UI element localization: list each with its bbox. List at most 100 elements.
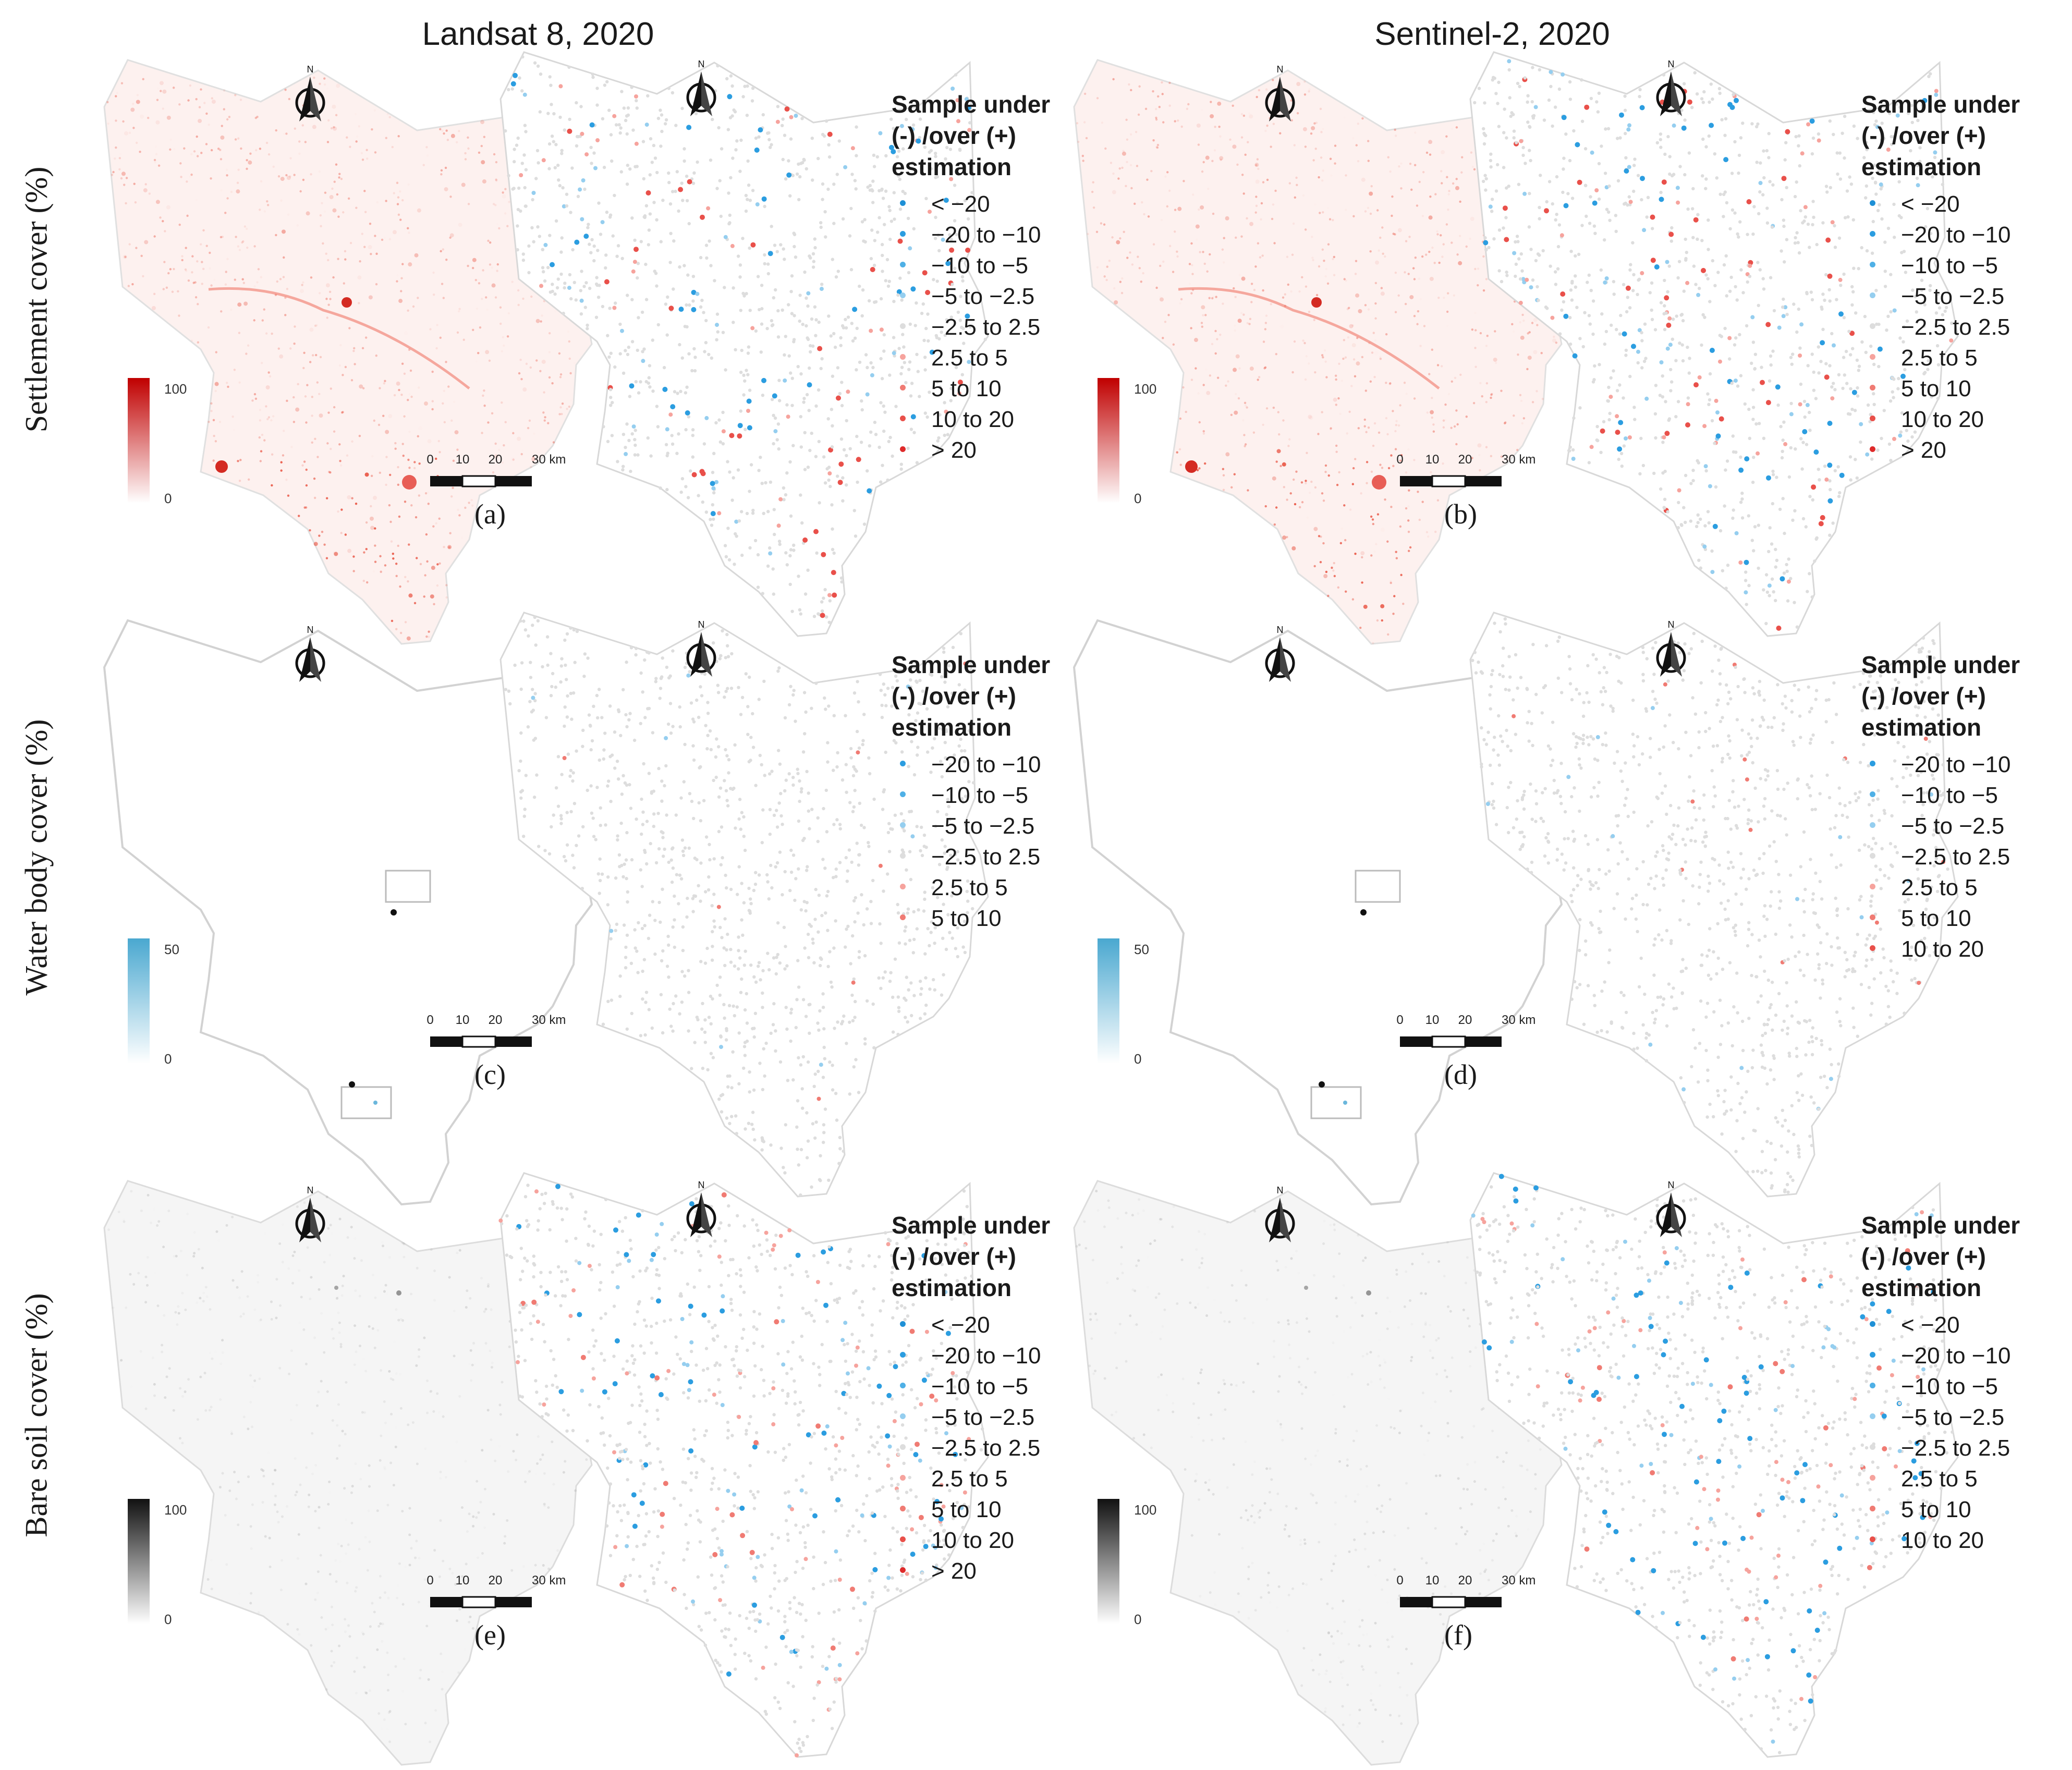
scale-tick: 10 — [1425, 1013, 1440, 1027]
legend-label: 10 to 20 — [1901, 936, 1984, 962]
legend-swatch — [1870, 354, 1875, 360]
legend-label: −10 to −5 — [1901, 253, 1998, 278]
legend-item: 2.5 to 5 — [1861, 1463, 2072, 1494]
legend-label: < −20 — [931, 1312, 990, 1338]
legend-label: 2.5 to 5 — [1901, 1466, 1978, 1492]
legend-swatch — [1870, 884, 1875, 889]
legend-item: −5 to −2.5 — [1861, 1402, 2072, 1433]
north-arrow-e-right: N — [683, 1181, 720, 1243]
colorbar-max: 100 — [164, 1502, 187, 1518]
colorbar-max: 100 — [164, 381, 187, 397]
legend-label: −10 to −5 — [1901, 1374, 1998, 1399]
legend-label: 2.5 to 5 — [931, 875, 1008, 900]
legend-label: 10 to 20 — [931, 1528, 1014, 1553]
legend-label: −10 to −5 — [931, 783, 1028, 808]
legend-title-line: estimation — [1861, 151, 2072, 182]
north-letter: N — [307, 64, 314, 75]
legend-label: −20 to −10 — [1901, 222, 2010, 248]
legend-label: −5 to −2.5 — [931, 284, 1034, 309]
legend-swatch — [1870, 1352, 1875, 1358]
legend-title-line: estimation — [1861, 1272, 2072, 1303]
legend-label: < −20 — [931, 191, 990, 217]
row-label-bare-soil: Bare soil cover (%) — [19, 1217, 55, 1614]
legend-item: 10 to 20 — [1861, 1525, 2072, 1556]
colorbar-a: 100 0 — [128, 378, 190, 514]
legend-swatch — [1870, 853, 1875, 859]
north-arrow-b-right: N — [1653, 60, 1689, 123]
legend-swatch — [1870, 1383, 1875, 1388]
legend-label: 2.5 to 5 — [931, 1466, 1008, 1492]
panel-label-b: (b) — [1444, 498, 1477, 530]
legend-f: Sample under(-) /over (+)estimation< −20… — [1861, 1210, 2072, 1556]
north-letter: N — [1277, 1185, 1284, 1195]
legend-item: 2.5 to 5 — [1861, 872, 2072, 903]
north-arrow-f-left: N — [1262, 1186, 1298, 1249]
legend-swatch — [1870, 914, 1875, 920]
legend-swatch — [900, 446, 906, 452]
scale-tick: 20 — [1458, 1013, 1472, 1027]
legend-label: 2.5 to 5 — [1901, 875, 1978, 900]
colorbar-min: 0 — [164, 491, 172, 506]
legend-label: −2.5 to 2.5 — [1901, 1435, 2010, 1461]
legend-item: −2.5 to 2.5 — [1861, 312, 2072, 343]
scale-tick: 20 — [489, 1573, 503, 1588]
north-letter: N — [698, 619, 705, 630]
scale-tick: 10 — [1425, 1573, 1440, 1588]
legend-label: −2.5 to 2.5 — [931, 1435, 1040, 1461]
legend-swatch — [1870, 446, 1875, 452]
north-letter: N — [1668, 1180, 1675, 1190]
scale-tick: 20 — [489, 453, 503, 467]
legend-swatch — [900, 292, 906, 298]
north-letter: N — [307, 625, 314, 635]
legend-label: −2.5 to 2.5 — [1901, 844, 2010, 870]
legend-swatch — [1870, 1444, 1875, 1450]
north-letter: N — [698, 59, 705, 69]
legend-label: 2.5 to 5 — [931, 345, 1008, 371]
scale-tick: 30 km — [532, 1573, 566, 1588]
legend-label: −2.5 to 2.5 — [1901, 314, 2010, 340]
legend-swatch — [900, 822, 906, 828]
north-arrow-e-left: N — [292, 1186, 328, 1249]
legend-label: −5 to −2.5 — [1901, 284, 2004, 309]
legend-swatch — [900, 1536, 906, 1542]
legend-item: −10 to −5 — [1861, 250, 2072, 281]
row-label-settlement: Settlement cover (%) — [19, 102, 55, 498]
legend-item: −10 to −5 — [1861, 780, 2072, 811]
legend-swatch — [1870, 1506, 1875, 1511]
legend-label: 2.5 to 5 — [1901, 345, 1978, 371]
legend-title-line: (-) /over (+) — [1861, 1241, 2072, 1272]
legend-label: 5 to 10 — [931, 376, 1002, 401]
scale-tick: 0 — [426, 1013, 433, 1027]
legend-item: < −20 — [1861, 189, 2072, 219]
legend-label: > 20 — [931, 437, 977, 463]
legend-swatch — [1870, 822, 1875, 828]
north-arrow-d-right: N — [1653, 620, 1689, 683]
legend-swatch — [900, 323, 906, 329]
legend-title-line: (-) /over (+) — [1861, 680, 2072, 712]
north-arrow-f-right: N — [1653, 1181, 1689, 1243]
legend-label: −20 to −10 — [931, 752, 1041, 777]
panel-label-c: (c) — [474, 1058, 506, 1091]
column-title-landsat: Landsat 8, 2020 — [303, 16, 773, 53]
colorbar-min: 0 — [164, 1051, 172, 1067]
panel-label-d: (d) — [1444, 1058, 1477, 1091]
legend-item: −5 to −2.5 — [1861, 281, 2072, 312]
legend-label: −20 to −10 — [1901, 1343, 2010, 1369]
legend-swatch — [900, 200, 906, 206]
panel-label-e: (e) — [474, 1619, 506, 1651]
north-arrow-b-left: N — [1262, 65, 1298, 128]
legend-label: −20 to −10 — [1901, 752, 2010, 777]
scale-tick: 20 — [1458, 1573, 1472, 1588]
legend-swatch — [1870, 1536, 1875, 1542]
legend-title-line: Sample under — [1861, 649, 2072, 680]
legend-label: 10 to 20 — [1901, 1528, 1984, 1553]
legend-label: < −20 — [1901, 1312, 1960, 1338]
legend-label: −20 to −10 — [931, 1343, 1041, 1369]
legend-label: > 20 — [931, 1558, 977, 1584]
legend-swatch — [1870, 231, 1875, 237]
